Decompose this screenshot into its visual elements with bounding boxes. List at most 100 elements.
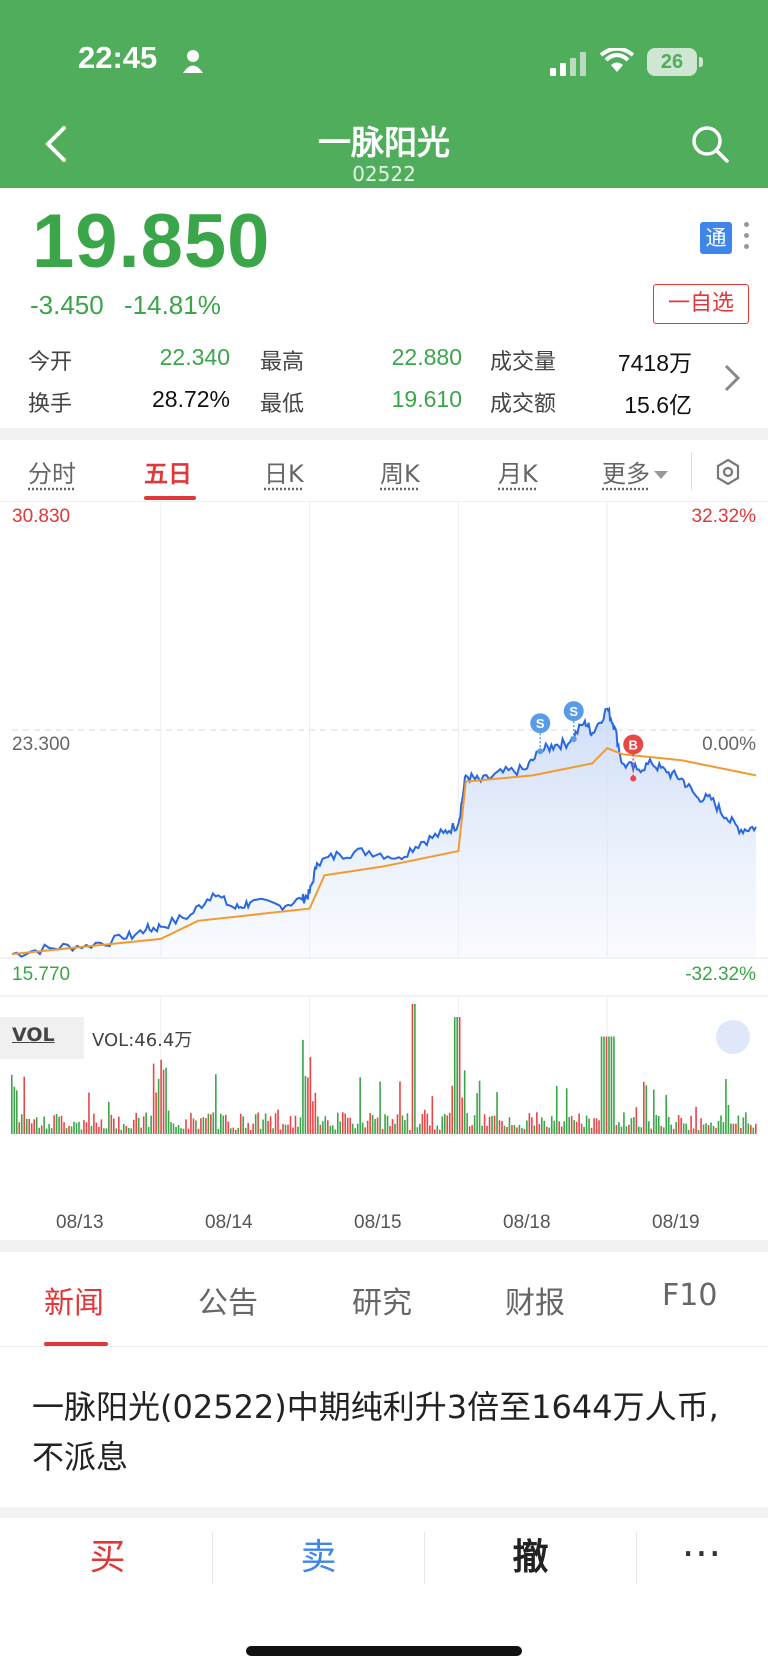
tab-financials[interactable]: 财报 [505, 1286, 565, 1321]
tab-news[interactable]: 新闻 [44, 1286, 104, 1321]
volume-bar [416, 1127, 419, 1134]
volume-bar [705, 1123, 707, 1134]
volume-bar [30, 1123, 33, 1134]
volume-bar [732, 1123, 735, 1134]
volume-bar [730, 1123, 732, 1134]
zoom-icon[interactable] [716, 1020, 750, 1054]
date-label: 08/18 [503, 1212, 551, 1233]
volume-bar [103, 1128, 105, 1134]
volume-bar [725, 1079, 727, 1134]
price-area [12, 708, 756, 958]
search-icon[interactable] [690, 124, 730, 164]
volume-bar [95, 1122, 98, 1134]
volume-bar [135, 1112, 138, 1134]
volume-bar [742, 1117, 745, 1134]
volume-bar [473, 1115, 476, 1134]
tab-daily-k[interactable]: 日K [264, 460, 304, 488]
date-label: 08/15 [354, 1212, 402, 1233]
chevron-right-icon[interactable] [722, 362, 742, 394]
volume-bar [113, 1118, 115, 1134]
tab-five-day[interactable]: 五日 [144, 460, 192, 488]
volume-bar [421, 1114, 424, 1134]
volume-bar [623, 1112, 625, 1134]
volume-bar [491, 1116, 493, 1134]
volume-bar [526, 1120, 528, 1134]
volume-bar [710, 1122, 712, 1134]
volume-bar [503, 1125, 506, 1134]
volume-bar [287, 1124, 289, 1134]
tab-f10[interactable]: F10 [662, 1278, 718, 1313]
volume-bar [548, 1127, 551, 1134]
buy-button[interactable]: 买 [89, 1537, 126, 1578]
volume-bar [419, 1123, 421, 1134]
volume-bar [740, 1127, 742, 1134]
volume-bar [152, 1063, 155, 1134]
chart-tabs: 分时 五日 日K 周K 月K 更多 [0, 440, 768, 502]
volume-bar [645, 1085, 648, 1134]
volume-bar [399, 1081, 401, 1134]
vol-indicator-tag[interactable]: VOL [12, 1024, 55, 1046]
stat-label-low: 最低 [260, 392, 305, 417]
volume-bar [650, 1128, 653, 1134]
volume-bar [541, 1117, 543, 1134]
volume-bar [722, 1122, 725, 1134]
volume-bar [496, 1092, 498, 1134]
tab-monthly-k[interactable]: 月K [498, 460, 538, 488]
volume-bar [359, 1077, 361, 1134]
volume-bar [132, 1119, 135, 1134]
volume-bar [80, 1129, 83, 1134]
volume-bar [53, 1115, 55, 1134]
volume-bar [207, 1113, 210, 1134]
volume-bar [468, 1126, 471, 1134]
tab-more[interactable]: 更多 [602, 454, 668, 489]
more-options-icon[interactable]: ⋯ [681, 1530, 722, 1576]
volume-bar [234, 1129, 237, 1134]
date-label: 08/19 [652, 1212, 700, 1233]
volume-bar [309, 1056, 312, 1134]
volume-bar [304, 1075, 307, 1134]
connect-badge-icon[interactable]: 通 [700, 222, 732, 254]
volume-bar [279, 1129, 282, 1134]
volume-bar [620, 1126, 623, 1134]
volume-bar [735, 1123, 737, 1134]
volume-bar [700, 1118, 702, 1134]
more-vertical-icon[interactable] [744, 222, 750, 252]
price-chart[interactable]: S S B [0, 502, 768, 1240]
volume-bar [630, 1118, 633, 1134]
volume-bar [588, 1118, 590, 1134]
volume-bar [493, 1115, 496, 1134]
stat-label-turnover: 换手 [28, 392, 73, 417]
vol-indicator-box[interactable] [0, 1017, 84, 1059]
volume-bar [322, 1121, 324, 1134]
tab-announcements[interactable]: 公告 [198, 1286, 258, 1321]
volume-bar [404, 1120, 406, 1134]
volume-bar [277, 1109, 279, 1134]
news-headline[interactable]: 一脉阳光(02522)中期纯利升3倍至1644万人币,不派息 [32, 1388, 719, 1476]
cancel-order-button[interactable]: 撤 [512, 1537, 549, 1578]
volume-bar [175, 1127, 177, 1134]
back-icon[interactable] [40, 122, 72, 166]
trade-marker-dot [570, 736, 577, 743]
add-watchlist-button[interactable]: 一自选 [653, 284, 749, 324]
volume-bar [451, 1085, 454, 1134]
settings-icon[interactable] [714, 458, 742, 486]
volume-bar [68, 1125, 70, 1134]
volume-bar [565, 1088, 568, 1134]
volume-bar [289, 1116, 292, 1134]
volume-bar [142, 1116, 145, 1134]
volume-bar [314, 1092, 317, 1134]
battery-tip [699, 57, 703, 67]
volume-bar [222, 1115, 225, 1134]
pct-axis-mid: 0.00% [702, 734, 756, 755]
stat-value-low: 19.610 [391, 386, 462, 412]
tab-intraday[interactable]: 分时 [28, 460, 76, 488]
volume-bar [254, 1114, 257, 1134]
sell-button[interactable]: 卖 [300, 1537, 337, 1578]
volume-bar [707, 1125, 710, 1134]
chart-area[interactable]: S S B 30.830 32.32% 23.300 0.00% 15.770 -3… [0, 502, 768, 1240]
volume-bar [643, 1081, 645, 1134]
tab-research[interactable]: 研究 [352, 1286, 412, 1321]
tab-weekly-k[interactable]: 周K [380, 460, 420, 488]
volume-bar [411, 1004, 414, 1134]
volume-bar [341, 1112, 344, 1134]
